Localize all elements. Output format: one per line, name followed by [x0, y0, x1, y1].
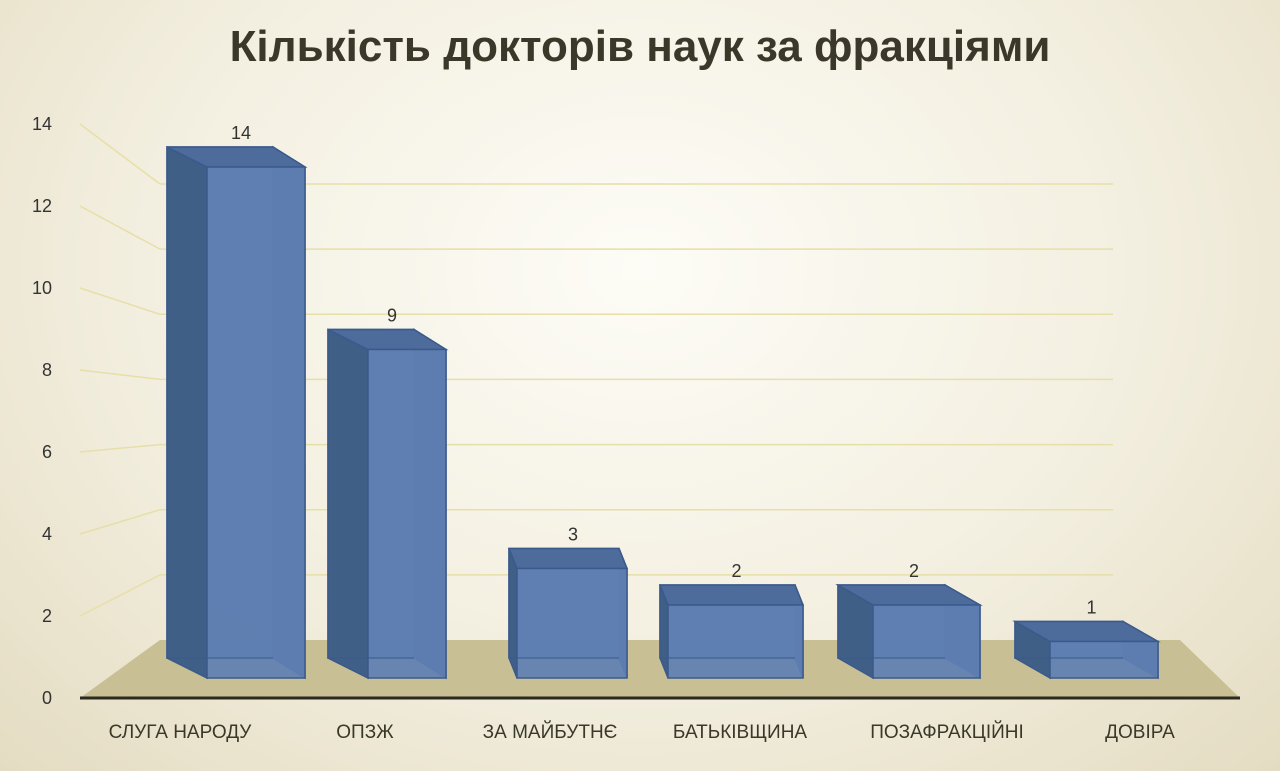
y-tick-label: 8 — [42, 360, 52, 380]
data-label: 14 — [231, 123, 251, 143]
bar — [658, 584, 805, 679]
x-tick-label: ПОЗАФРАКЦІЙНІ — [870, 721, 1024, 743]
bar-front-face — [1049, 640, 1159, 679]
bar-top-face — [507, 547, 629, 570]
data-label: 2 — [731, 561, 741, 581]
bar-front-face — [206, 166, 306, 679]
bar-front-face — [516, 567, 628, 679]
side-gridline — [79, 574, 161, 617]
y-tick-label: 2 — [42, 606, 52, 626]
y-tick-label: 0 — [42, 688, 52, 708]
data-label: 9 — [387, 306, 397, 326]
side-gridline — [79, 443, 161, 453]
x-tick-label: БАТЬКІВЩИНА — [673, 722, 808, 743]
bar-side-face — [508, 548, 518, 679]
x-tick-label: ОПЗЖ — [336, 722, 394, 743]
bar — [327, 328, 449, 680]
chart-title: Кількість докторів наук за фракціями — [229, 22, 1051, 71]
y-tick-label: 10 — [32, 278, 52, 298]
y-tick-label: 14 — [32, 114, 52, 134]
side-gridline — [79, 123, 161, 185]
bar-front-face — [367, 348, 447, 679]
bar — [1012, 620, 1161, 680]
side-gridline — [79, 287, 161, 315]
y-tick-label: 4 — [42, 524, 52, 544]
x-tick-label: ЗА МАЙБУТНЄ — [483, 721, 618, 743]
side-gridline — [79, 369, 161, 381]
y-tick-label: 12 — [32, 196, 52, 216]
bar — [835, 583, 983, 680]
data-label: 1 — [1086, 598, 1096, 618]
bar — [507, 547, 629, 679]
bar-front-face — [667, 604, 804, 679]
side-gridline — [79, 205, 161, 250]
bar-side-face — [327, 328, 369, 680]
data-label: 3 — [568, 525, 578, 545]
side-gridline — [79, 508, 161, 535]
bar — [166, 145, 308, 680]
bar-front-face — [872, 604, 981, 679]
x-tick-label: СЛУГА НАРОДУ — [109, 722, 253, 743]
y-tick-label: 6 — [42, 442, 52, 462]
bar-side-face — [166, 145, 208, 680]
data-label: 2 — [909, 561, 919, 581]
x-tick-label: ДОВІРА — [1105, 722, 1175, 743]
bar-top-face — [658, 584, 805, 606]
